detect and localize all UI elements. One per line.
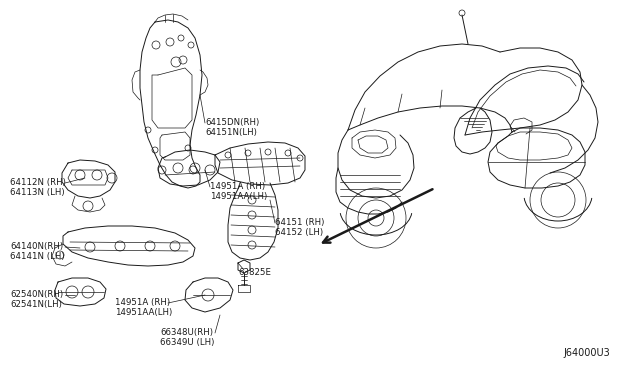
Text: 14951AA(LH): 14951AA(LH) <box>115 308 172 317</box>
Text: 64151N(LH): 64151N(LH) <box>205 128 257 137</box>
Text: 66348U(RH): 66348U(RH) <box>160 328 213 337</box>
Text: 64140N(RH): 64140N(RH) <box>10 242 63 251</box>
Text: 64141N (LH): 64141N (LH) <box>10 252 65 261</box>
Text: 64113N (LH): 64113N (LH) <box>10 188 65 197</box>
Text: 64152 (LH): 64152 (LH) <box>275 228 323 237</box>
Text: 64151 (RH): 64151 (RH) <box>275 218 324 227</box>
Text: 66349U (LH): 66349U (LH) <box>160 338 214 347</box>
Text: 14951A (RH): 14951A (RH) <box>210 182 265 191</box>
Text: 14951AA(LH): 14951AA(LH) <box>210 192 268 201</box>
Text: 62540N(RH): 62540N(RH) <box>10 290 63 299</box>
Text: 6415DN(RH): 6415DN(RH) <box>205 118 259 127</box>
Text: J64000U3: J64000U3 <box>563 348 610 358</box>
Text: 14951A (RH): 14951A (RH) <box>115 298 170 307</box>
Text: 64112N (RH): 64112N (RH) <box>10 178 66 187</box>
Text: 63825E: 63825E <box>238 268 271 277</box>
Text: 62541N(LH): 62541N(LH) <box>10 300 62 309</box>
